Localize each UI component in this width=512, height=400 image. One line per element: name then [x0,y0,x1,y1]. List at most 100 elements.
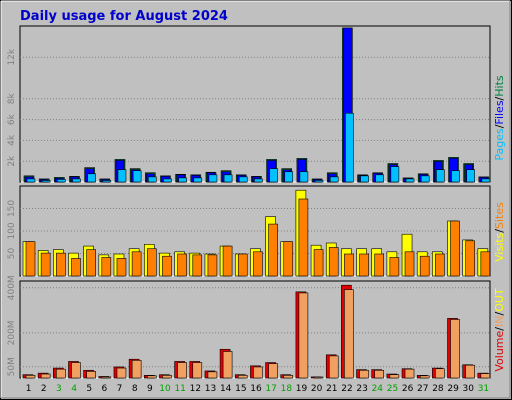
day-label: 23 [356,384,367,394]
pages-bar [132,170,142,183]
pages-bar [314,180,324,183]
chart-title: Daily usage for August 2024 [20,9,228,24]
in_out-bar [86,371,96,379]
sites-bar [101,257,112,277]
sites-bar [237,253,248,277]
sites-bar [25,241,36,277]
sites-bar [450,220,460,277]
day-label: 26 [402,384,414,394]
in_out-bar [40,373,51,379]
day-label: 21 [326,384,337,394]
sites-bar [298,198,309,277]
legend-visits-sites-sep: / [493,229,506,233]
pages-bar [57,179,66,183]
pages-bar [193,177,203,183]
chart-panels: 2k 4k 6k 8k 12k 50 100 150 50M 200M 400M [7,25,491,379]
pages-bar [87,173,96,183]
in_out-bar [283,375,294,379]
panel-1-ytick: 6k [7,113,17,125]
pages-bar [238,176,248,183]
pages-bar [72,178,81,183]
in_out-bar [268,363,278,379]
pages-bar [345,112,354,183]
pages-bar [299,171,309,183]
in_out-bar [465,364,475,379]
day-label: 10 [159,384,171,394]
sites-bar [40,252,51,277]
sites-bar [71,258,81,277]
legend-hits-files-pages-part: Hits [493,75,506,97]
sites-bar [177,253,187,277]
sites-bar [480,251,491,277]
legend-hits-files-pages-part: Pages [493,128,506,161]
in_out-bar [253,366,263,379]
panel-2-ytick: 50 [7,248,17,260]
in_out-bar [435,368,445,379]
pages-bar [117,169,127,183]
pages-bar [208,174,218,183]
legend-volume-in-out-part: Volume [493,330,506,371]
pages-bar [254,178,263,183]
panel-1-ytick: 8k [7,93,17,105]
in_out-bar [56,368,66,379]
sites-bar [389,257,400,277]
pages-bar [375,174,385,183]
in_out-bar [313,376,324,379]
day-label: 5 [86,384,92,394]
pages-bar [41,180,51,183]
legend-visits-sites: Visits/Sites [493,202,506,262]
in_out-bar [389,374,400,379]
in_out-bar [116,367,127,379]
legend-hits-files-pages-sep: / [493,124,506,128]
pages-bar [26,178,36,183]
panel-1-frame [19,25,491,183]
day-label: 16 [250,384,262,394]
in_out-bar [146,375,157,379]
day-label: 29 [447,384,459,394]
sites-bar [283,241,294,277]
panel-3-ytick: 200M [7,320,17,345]
sites-bar [86,249,96,277]
day-label: 19 [296,384,308,394]
day-label: 14 [220,384,232,394]
in_out-bar [192,362,203,379]
pages-bar [466,169,475,183]
in_out-bar [480,373,491,379]
in_out-bar [404,368,415,379]
sites-bar [131,251,142,277]
in_out-bar [131,360,142,379]
sites-bar [313,249,324,277]
sites-bar [404,251,415,277]
legend-volume-in-out-sep: / [493,312,506,316]
day-label: 18 [281,384,293,394]
in_out-bar [237,375,248,379]
sites-bar [419,255,430,277]
sites-bar [56,252,66,277]
legends: Pages/Files/HitsVisits/SitesVolume/IN/OU… [493,75,506,372]
pages-bar [102,180,112,183]
in_out-bar [177,362,187,379]
day-label: 15 [235,384,246,394]
legend-hits-files-pages: Pages/Files/Hits [493,75,506,161]
sites-bar [344,253,354,277]
panel-3-ytick: 400M [7,275,17,300]
pages-bar [223,174,233,183]
legend-volume-in-out: Volume/IN/OUT [493,288,506,372]
in_out-bar [207,371,218,379]
in_out-bar [419,375,430,379]
sites-bar [359,253,369,277]
day-label: 1 [26,384,32,394]
legend-hits-files-pages-part: Files [493,100,506,124]
sites-bar [374,253,385,277]
sites-bar [162,255,172,277]
panel-3-frame [19,280,491,379]
day-label: 27 [417,384,428,394]
in_out-bar [328,355,339,379]
legend-volume-in-out-sep: / [493,327,506,331]
pages-bar [329,176,339,183]
day-label: 3 [56,384,62,394]
sites-bar [435,253,445,277]
pages-bar [420,175,430,183]
day-label: 20 [311,384,323,394]
